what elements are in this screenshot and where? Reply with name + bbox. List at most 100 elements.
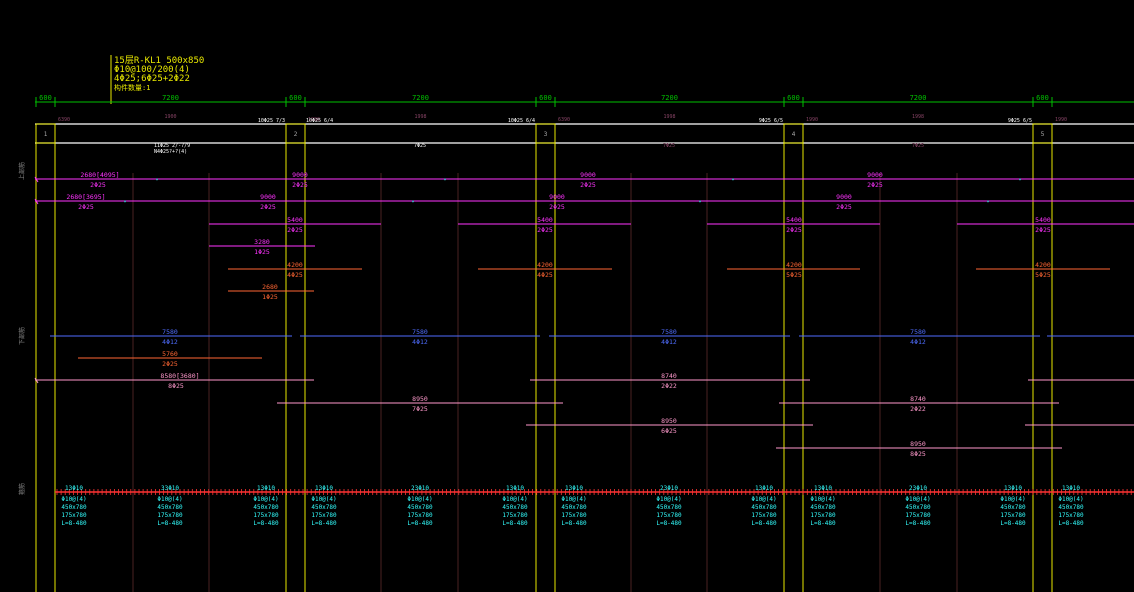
bar-marker: ▾	[1018, 177, 1021, 183]
column-sub-dim: 6390	[58, 117, 70, 123]
bar-label: 2680	[262, 283, 278, 291]
bar-label: 9000	[292, 171, 308, 179]
stirrup-spec: Φ10@(4)	[656, 496, 681, 503]
bar-label: 6Φ25	[661, 427, 677, 435]
span-note: N4Φ25?+?(4)	[154, 149, 187, 155]
bar-label: 5Φ25	[1035, 271, 1051, 279]
bar-marker: ▾	[155, 177, 158, 183]
support-lines	[35, 143, 1053, 592]
stirrup-count: 23Φ10	[909, 485, 927, 492]
stirrup-spec: Φ10@(4)	[253, 496, 278, 503]
stirrup-size-outer: 450x780	[253, 504, 279, 511]
stirrup-length: L=8-480	[810, 520, 836, 527]
stirrup-length: L=8-480	[502, 520, 528, 527]
stirrup-size-inner: 175x780	[656, 512, 682, 519]
support-reinforcement-tag: 10Φ25 7/3	[258, 118, 285, 124]
column-sub-dim: 6390	[558, 117, 570, 123]
support-reinforcement-tag: 9Φ25 6/5	[1008, 118, 1032, 124]
stirrup-size-inner: 175x780	[157, 512, 183, 519]
bar-label: 2Φ25	[287, 226, 303, 234]
stirrup-length: L=8-480	[311, 520, 337, 527]
bar-label: 2Φ25	[786, 226, 802, 234]
bar-label: 2680[3695]	[66, 193, 105, 201]
bar-label: 9000	[549, 193, 565, 201]
bar-label: 2Φ25	[292, 181, 308, 189]
bar-label: 2Φ25	[580, 181, 596, 189]
stirrup-length: L=8-480	[61, 520, 87, 527]
beam-tag[interactable]: 15层R-KL1 500x850 Φ10@100/200(4) 4Φ25;6Φ2…	[110, 55, 204, 104]
bar-label: 8950	[412, 395, 428, 403]
bar-label: 9000	[867, 171, 883, 179]
bar-label: 9000	[260, 193, 276, 201]
bar-label: 4Φ12	[412, 338, 428, 346]
bar-label: 4Φ12	[162, 338, 178, 346]
column-width-label: 600	[787, 94, 800, 102]
stirrup-count: 23Φ10	[660, 485, 678, 492]
stirrup-size-outer: 450x780	[905, 504, 931, 511]
column-sub-dim: 1990	[806, 117, 818, 123]
bar-label: 2Φ25	[549, 203, 565, 211]
bar-marker: ▾	[698, 199, 701, 205]
stirrup-size-outer: 450x780	[1000, 504, 1026, 511]
column-sub-dim: 1990	[1055, 117, 1067, 123]
stirrup-count: 13Φ10	[257, 485, 275, 492]
stirrup-size-inner: 175x780	[1000, 512, 1026, 519]
bar-label: 2Φ25	[260, 203, 276, 211]
bar-label: 2Φ25	[867, 181, 883, 189]
stirrup-spec: Φ10@(4)	[61, 496, 86, 503]
stirrup-count: 13Φ10	[565, 485, 583, 492]
stirrup-count: 13Φ10	[315, 485, 333, 492]
span-length-label: 7200	[910, 94, 927, 102]
stirrup-count: 13Φ10	[1062, 485, 1080, 492]
bar-label: 2Φ25	[162, 360, 178, 368]
stirrup-spec: Φ10@(4)	[157, 496, 182, 503]
bar-label: 2Φ25	[90, 181, 106, 189]
span-note: 7Φ25	[414, 143, 426, 149]
stirrup-row: 13Φ10Φ10@(4)450x780175x780L=8-48033Φ10Φ1…	[55, 485, 1134, 527]
bar-label: 2680[4095]	[80, 171, 119, 179]
bar-label: 2Φ22	[661, 382, 677, 390]
section-label-bottom: 下部筋	[18, 327, 26, 345]
stirrup-spec: Φ10@(4)	[905, 496, 930, 503]
stirrup-size-outer: 450x780	[61, 504, 87, 511]
stirrup-size-inner: 175x780	[502, 512, 528, 519]
bar-label: 9000	[580, 171, 596, 179]
bar-label: 1Φ25	[254, 248, 270, 256]
stirrup-length: L=8-480	[656, 520, 682, 527]
stirrup-length: L=8-480	[407, 520, 433, 527]
bar-label: 5400	[287, 216, 303, 224]
bar-label: 7Φ25	[412, 405, 428, 413]
bar-marker: ▾	[986, 199, 989, 205]
bar-marker: ▾	[123, 199, 126, 205]
stirrup-size-outer: 450x780	[502, 504, 528, 511]
stirrup-spec: Φ10@(4)	[751, 496, 776, 503]
support-box	[1032, 123, 1053, 144]
stirrup-size-outer: 450x780	[407, 504, 433, 511]
support-box	[285, 123, 306, 144]
stirrup-size-inner: 175x780	[905, 512, 931, 519]
span-length-label: 7200	[412, 94, 429, 102]
bar-label: 7580	[661, 328, 677, 336]
stirrup-spec: Φ10@(4)	[1058, 496, 1083, 503]
span-note: 11Φ25 2/-7/9	[154, 143, 190, 149]
stirrup-length: L=8-480	[561, 520, 587, 527]
bar-end-hook	[34, 176, 39, 205]
bar-marker: ▾	[443, 177, 446, 183]
stirrup-length: L=8-480	[157, 520, 183, 527]
stirrup-size-inner: 175x780	[311, 512, 337, 519]
bar-label: 1Φ25	[262, 293, 278, 301]
beam-tag-line-1: 15层R-KL1 500x850	[114, 55, 204, 66]
bar-label: 8740	[661, 372, 677, 380]
bar-end-hook	[34, 377, 39, 384]
bar-label: 5Φ25	[786, 271, 802, 279]
stirrup-size-outer: 450x780	[1058, 504, 1084, 511]
stirrup-size-inner: 175x780	[1058, 512, 1084, 519]
stirrup-count: 13Φ10	[506, 485, 524, 492]
bottom-reinforcement: 7580 4Φ12 7580 4Φ12 7580 4Φ12 7580 4Φ12 5760 2Φ25…	[34, 328, 1134, 458]
bar-label: 7580	[412, 328, 428, 336]
section-labels: 上部筋 下部筋 箍筋	[18, 162, 26, 495]
stirrup-size-inner: 175x780	[61, 512, 87, 519]
stirrup-spec: Φ10@(4)	[502, 496, 527, 503]
